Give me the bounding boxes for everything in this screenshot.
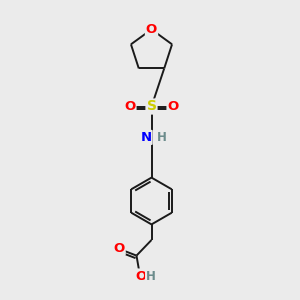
Text: O: O (167, 100, 179, 113)
Text: H: H (146, 269, 156, 283)
Text: O: O (146, 23, 157, 36)
Text: O: O (124, 100, 136, 113)
Text: S: S (146, 100, 157, 113)
Text: O: O (113, 242, 125, 255)
Text: H: H (157, 131, 167, 144)
Text: N: N (140, 131, 152, 144)
Text: O: O (135, 269, 147, 283)
